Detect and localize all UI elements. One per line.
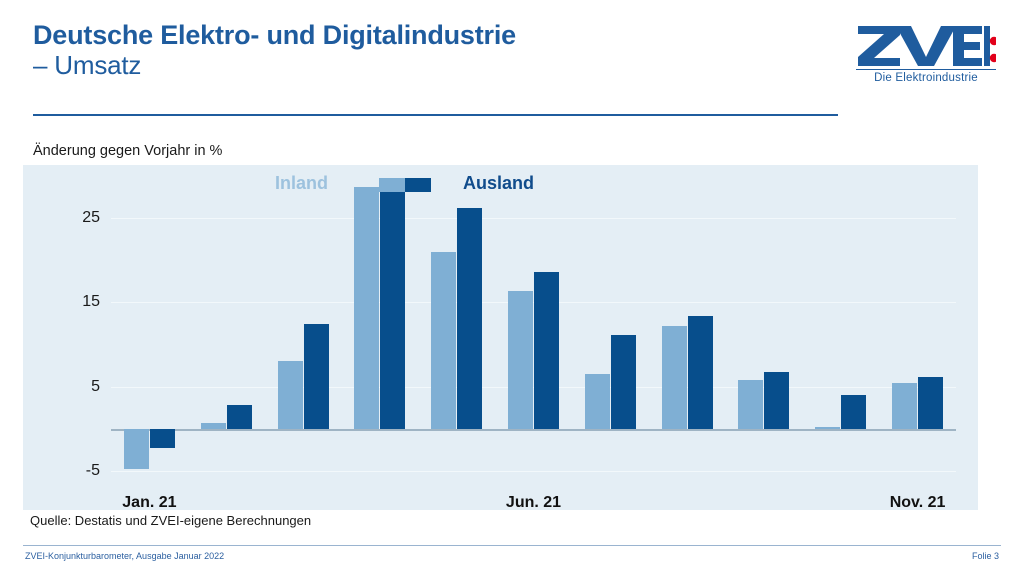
bar-inland-aug21 <box>661 325 687 429</box>
y-axis-tick-label: -5 <box>85 462 100 480</box>
gridline <box>111 471 956 473</box>
chart-axis-caption: Änderung gegen Vorjahr in % <box>33 143 223 159</box>
bar-inland-nov21 <box>892 382 918 429</box>
page-title: Deutsche Elektro- und Digitalindustrie –… <box>33 20 516 80</box>
bar-inland-jan21 <box>123 429 149 469</box>
title-line-primary: Deutsche Elektro- und Digitalindustrie <box>33 20 516 50</box>
chart-zero-axis <box>111 429 956 431</box>
y-axis-tick-label: 5 <box>91 377 100 395</box>
header-divider <box>33 114 838 116</box>
slide-header: Deutsche Elektro- und Digitalindustrie –… <box>0 0 1024 118</box>
bar-ausland-feb21 <box>226 405 252 429</box>
bar-inland-mai21 <box>431 251 457 429</box>
bar-ausland-jan21 <box>149 429 175 448</box>
x-axis-tick-label: Jan. 21 <box>122 494 177 511</box>
logo-tagline: Die Elektroindustrie <box>874 72 978 84</box>
zvei-logo: Die Elektroindustrie <box>852 24 1000 96</box>
bar-inland-apr21 <box>354 187 380 429</box>
bar-inland-jul21 <box>584 374 610 429</box>
x-axis-tick-label: Nov. 21 <box>889 494 946 511</box>
bar-ausland-aug21 <box>687 315 713 429</box>
bar-ausland-sep21 <box>764 372 790 429</box>
bar-ausland-jun21 <box>534 271 559 429</box>
source-note: Quelle: Destatis und ZVEI-eigene Berechn… <box>30 513 312 528</box>
bar-chart: Inland Ausland 25 15 5 -5 Jan. 21 Jun. 21 Nov… <box>23 165 978 511</box>
bar-ausland-okt21 <box>841 395 867 429</box>
legend-swatch-ausland <box>405 178 431 192</box>
bar-ausland-apr21 <box>380 187 406 429</box>
zvei-wordmark-icon <box>852 24 1000 68</box>
chart-panel: Inland Ausland 25 15 5 -5 Jan. 21 Jun. 21 Nov… <box>23 165 978 511</box>
bar-inland-okt21 <box>815 427 841 429</box>
legend-item-ausland: Ausland <box>463 173 535 193</box>
bar-ausland-mai21 <box>457 208 483 429</box>
logo-divider <box>856 69 996 70</box>
bar-inland-feb21 <box>200 423 226 429</box>
gridline <box>111 217 956 219</box>
footer-publication: ZVEI-Konjunkturbarometer, Ausgabe Januar… <box>25 551 225 561</box>
legend-item-inland: Inland <box>275 173 328 193</box>
legend-swatch-inland <box>379 178 405 192</box>
bar-ausland-mrz21 <box>303 324 329 429</box>
bar-inland-sep21 <box>738 379 764 429</box>
bar-inland-mrz21 <box>277 360 303 429</box>
gridline <box>111 302 956 304</box>
y-axis-tick-label: 25 <box>82 208 100 226</box>
legend-swatches <box>379 178 431 192</box>
footer-divider <box>23 545 1001 546</box>
bar-ausland-nov21 <box>918 377 944 429</box>
title-line-secondary: – Umsatz <box>33 49 142 80</box>
bar-inland-jun21 <box>508 291 533 429</box>
gridline <box>111 386 956 388</box>
footer-slide-number: Folie 3 <box>971 551 999 561</box>
y-axis-tick-label: 15 <box>82 293 100 311</box>
x-axis-tick-label: Jun. 21 <box>505 494 562 511</box>
bar-ausland-jul21 <box>610 335 636 429</box>
